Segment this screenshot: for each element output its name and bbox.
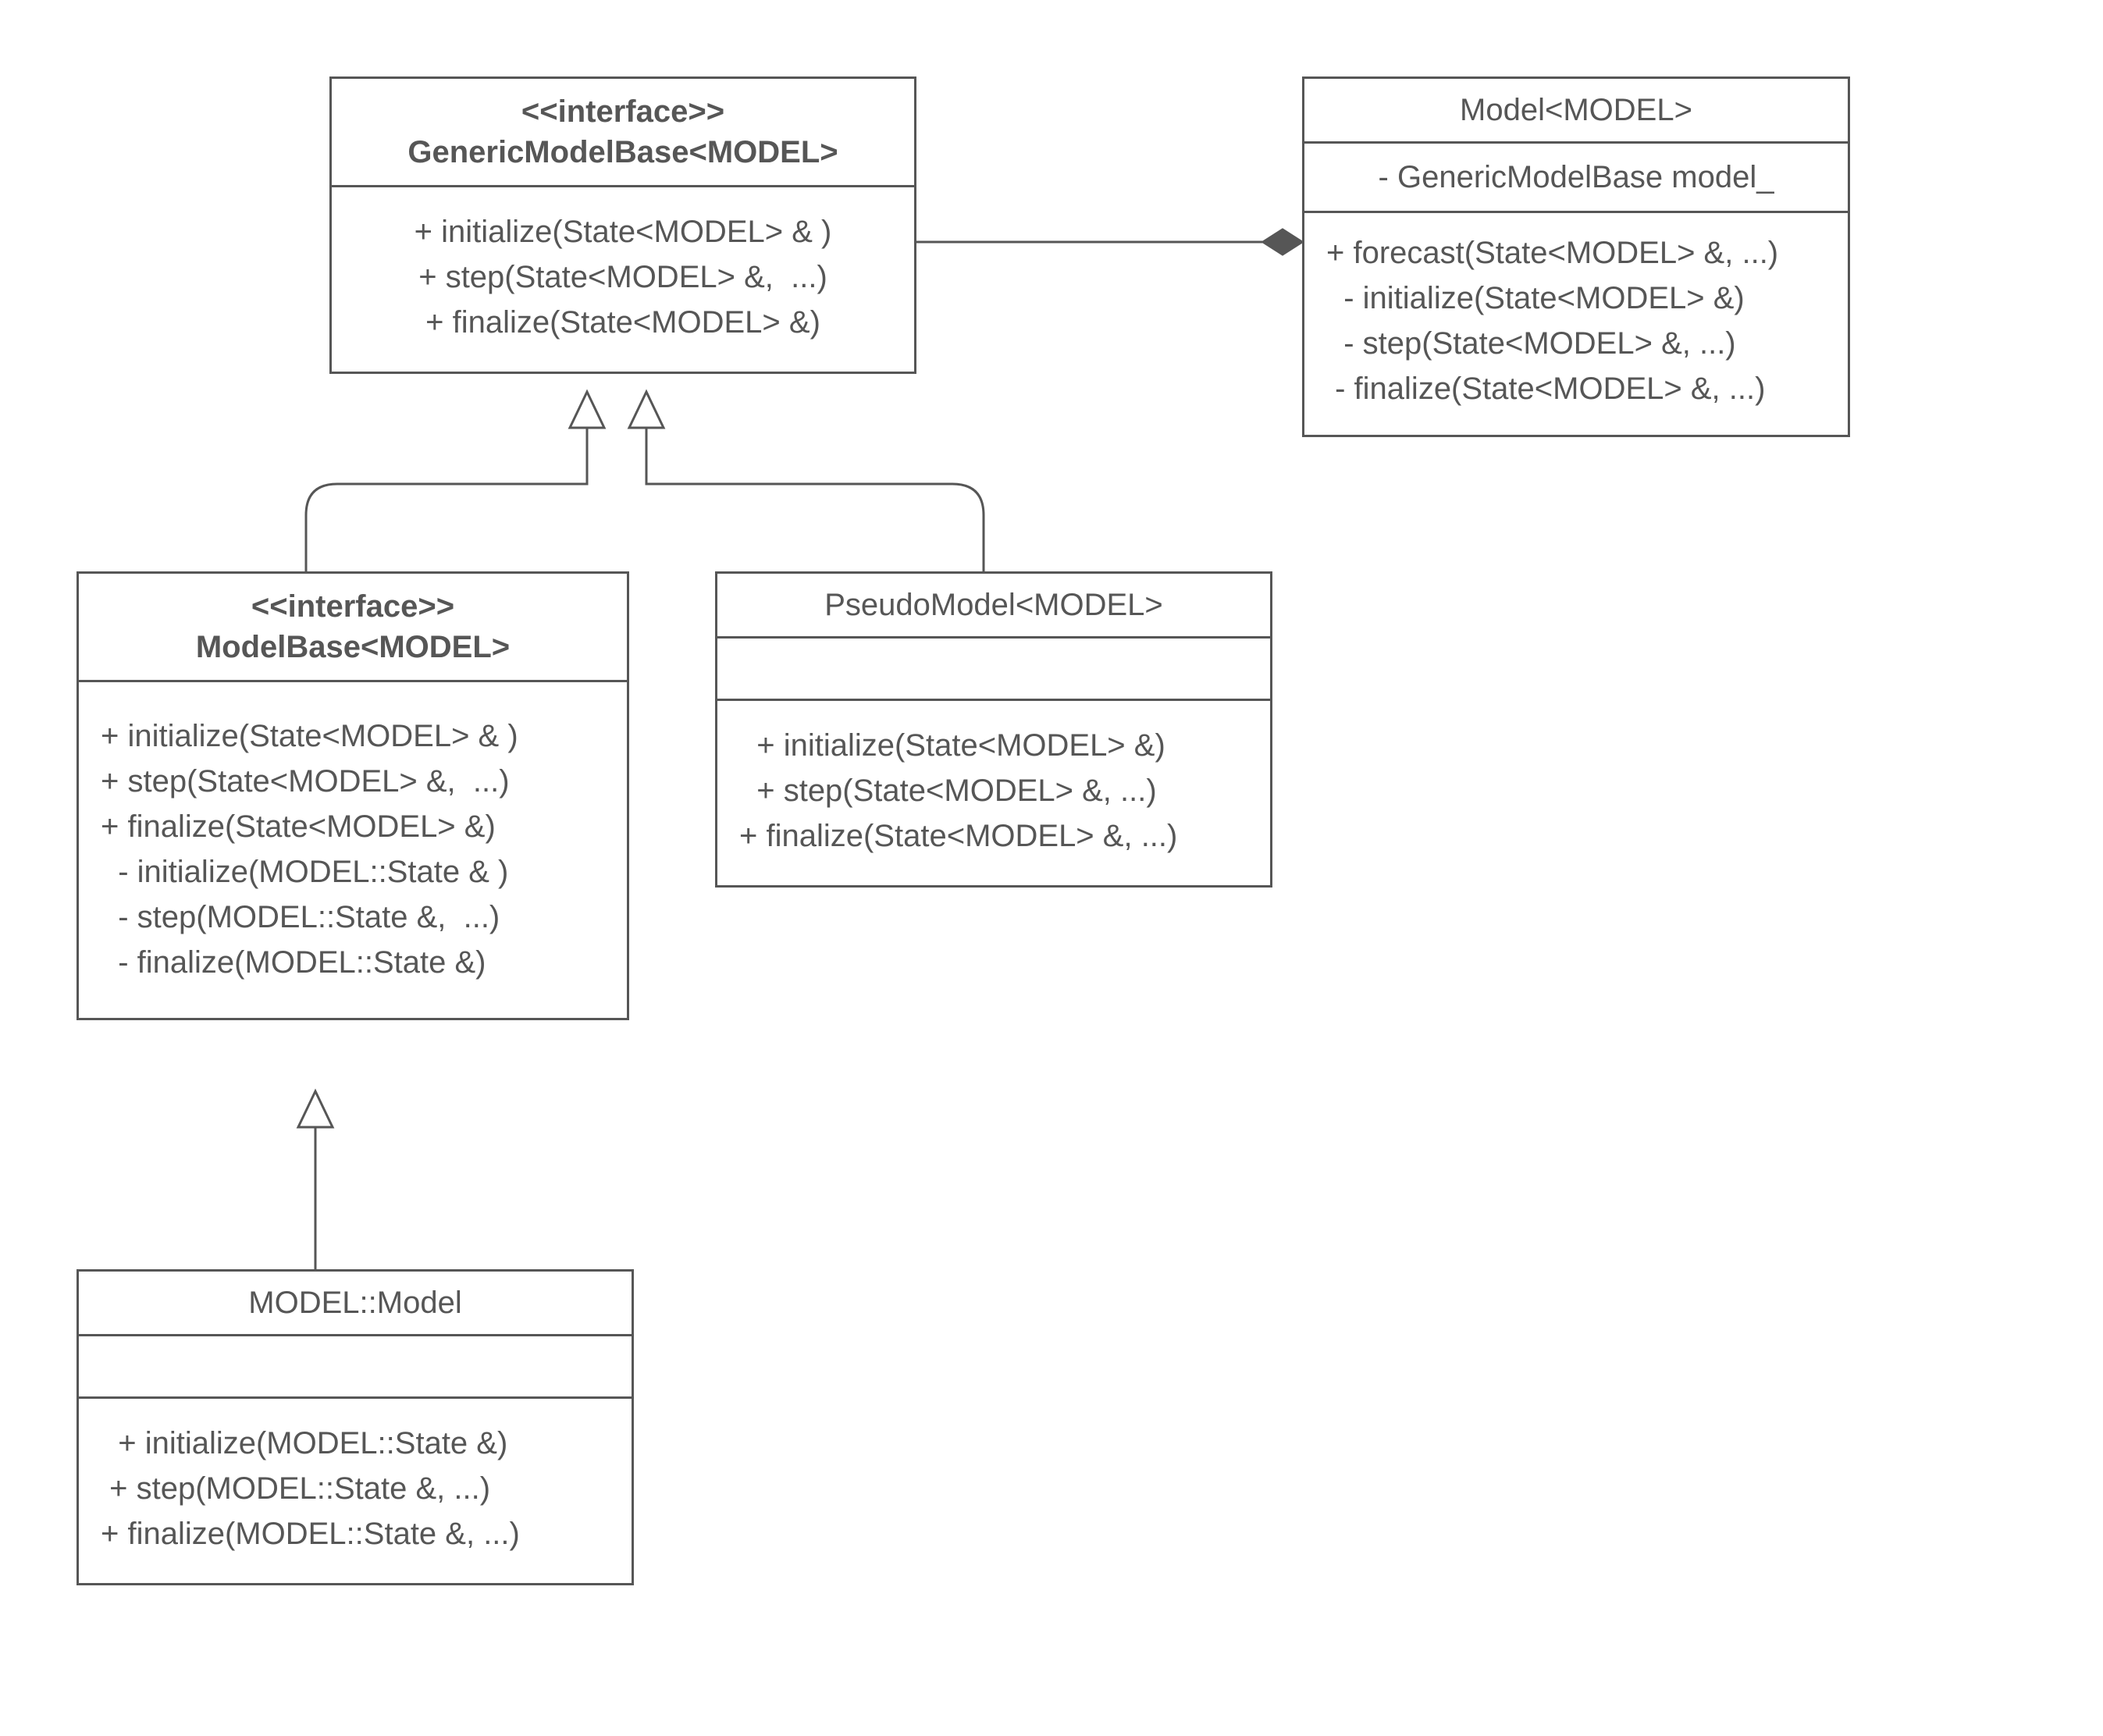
uml-canvas: <<interface>> GenericModelBase<MODEL> + … (0, 0, 2103, 1736)
arrowhead-generalization-icon (298, 1091, 333, 1127)
class-model-model: MODEL::Model + initialize(MODEL::State &… (77, 1269, 634, 1585)
class-operations: + initialize(MODEL::State &) + step(MODE… (79, 1396, 632, 1583)
class-generic-model-base: <<interface>> GenericModelBase<MODEL> + … (329, 76, 916, 374)
class-title: <<interface>> ModelBase<MODEL> (79, 574, 627, 680)
class-name: Model<MODEL> (1323, 90, 1829, 130)
class-operations: + forecast(State<MODEL> &, ...) - initia… (1304, 211, 1848, 435)
class-name: MODEL::Model (98, 1282, 613, 1323)
class-name: GenericModelBase<MODEL> (350, 132, 895, 173)
edge-inherit-modelbase (306, 428, 587, 571)
class-operations: + initialize(State<MODEL> &) + step(Stat… (717, 699, 1270, 885)
class-name: PseudoModel<MODEL> (736, 585, 1251, 625)
class-title: MODEL::Model (79, 1272, 632, 1334)
stereotype-label: <<interface>> (98, 586, 608, 627)
class-model-base: <<interface>> ModelBase<MODEL> + initial… (77, 571, 629, 1020)
class-model: Model<MODEL> - GenericModelBase model_ +… (1302, 76, 1850, 437)
class-operations: + initialize(State<MODEL> & ) + step(Sta… (79, 680, 627, 1018)
arrowhead-generalization-icon (629, 392, 664, 428)
class-empty-section (717, 636, 1270, 699)
class-empty-section (79, 1334, 632, 1396)
class-pseudo-model: PseudoModel<MODEL> + initialize(State<MO… (715, 571, 1272, 888)
class-title: Model<MODEL> (1304, 79, 1848, 141)
class-title: <<interface>> GenericModelBase<MODEL> (332, 79, 914, 185)
stereotype-label: <<interface>> (350, 91, 895, 132)
class-attributes: - GenericModelBase model_ (1304, 141, 1848, 211)
class-operations: + initialize(State<MODEL> & ) + step(Sta… (332, 185, 914, 372)
arrowhead-composition-icon (1263, 229, 1302, 254)
class-name: ModelBase<MODEL> (98, 627, 608, 667)
arrowhead-generalization-icon (570, 392, 604, 428)
class-title: PseudoModel<MODEL> (717, 574, 1270, 636)
edge-inherit-pseudomodel (646, 428, 984, 571)
